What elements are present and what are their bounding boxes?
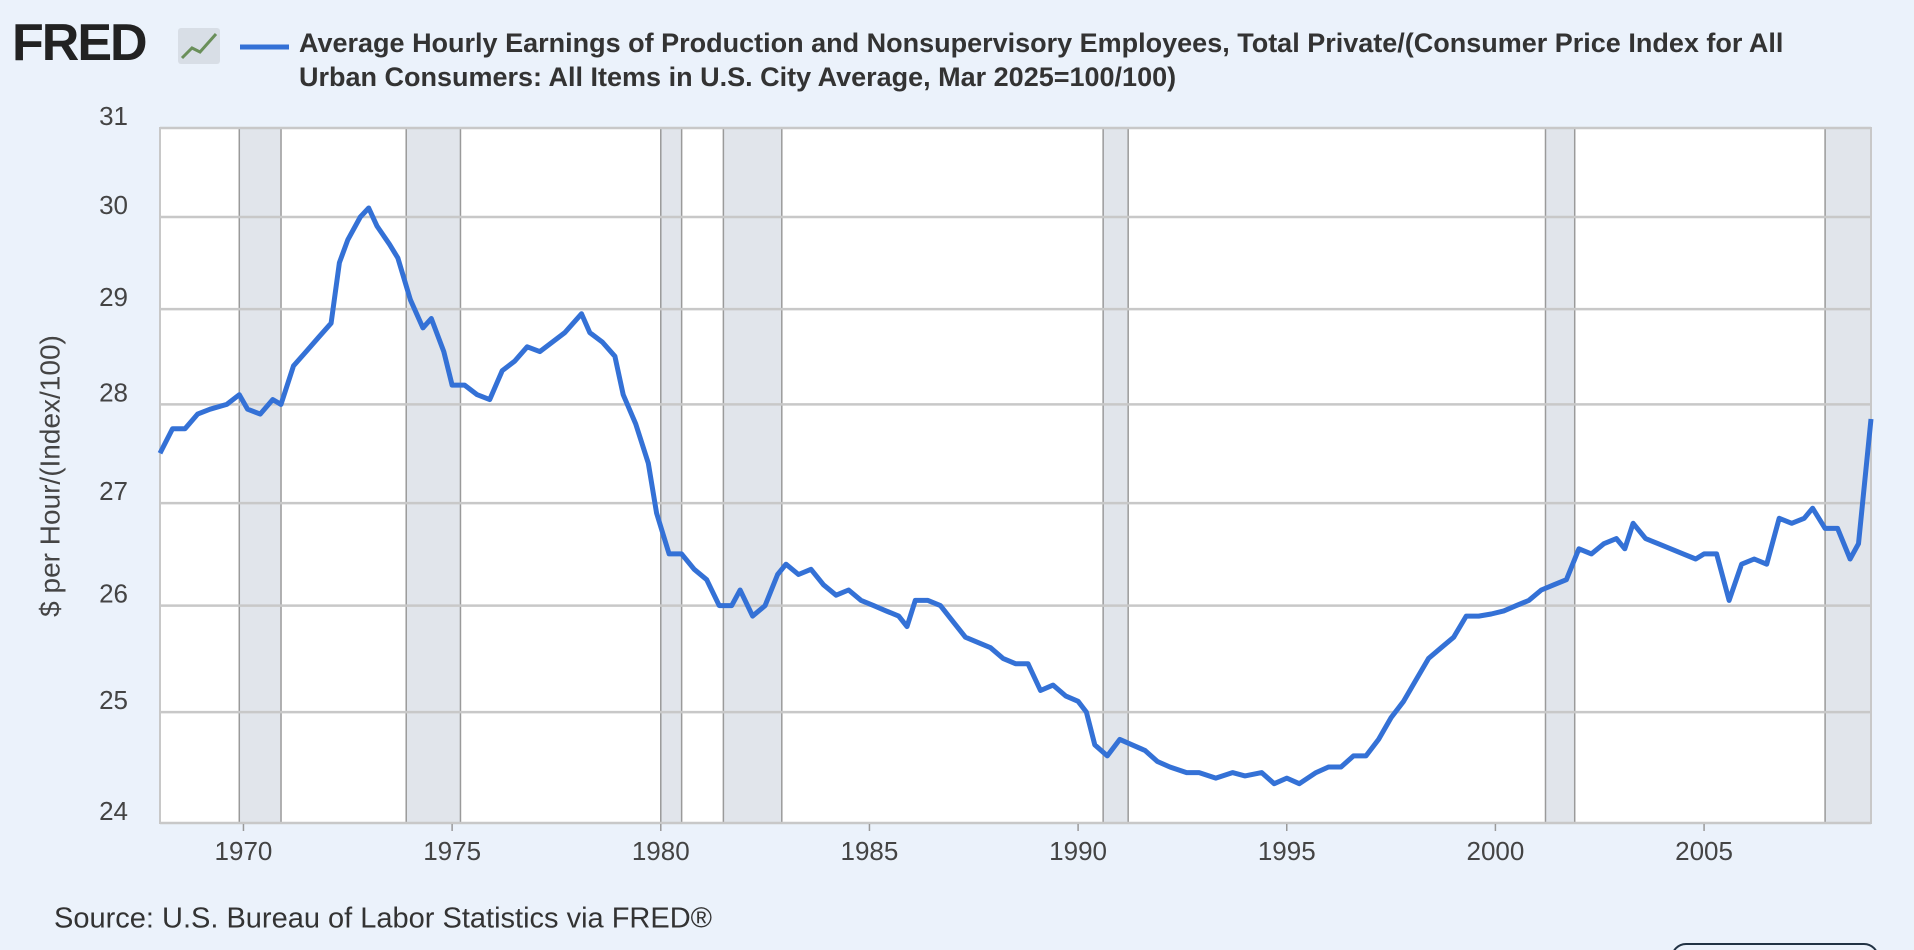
y-tick-label: 31 [99,101,128,131]
y-tick-label: 28 [99,377,128,407]
y-tick-label: 30 [99,190,128,220]
y-tick-label: 29 [99,282,128,312]
recession-band [660,127,683,824]
x-tick-label: 1980 [632,836,690,866]
x-tick-label: 1970 [215,836,273,866]
recession-band [405,127,462,824]
y-tick-label: 24 [99,796,128,826]
x-tick-label: 1990 [1049,836,1107,866]
y-tick-label: 25 [99,685,128,715]
recession-band [238,127,282,824]
recession-band [1544,127,1576,824]
source: Source: U.S. Bureau of Labor Statistics … [54,903,712,935]
x-tick-label: 1995 [1258,836,1316,866]
x-tick-label: 2000 [1466,836,1524,866]
logo-icon [178,28,220,64]
y-tick-label: 27 [99,476,128,506]
plot-frame [159,127,1872,824]
y-axis-label: $ per Hour/(Index/100) [34,335,65,617]
chart-title: Urban Consumers: All Items in U.S. City … [299,62,1176,92]
x-tick-label: 1975 [423,836,481,866]
recession-band [1102,127,1129,824]
button-edge[interactable] [1672,943,1878,950]
data-line [157,205,1874,787]
y-tick-label: 26 [99,579,128,609]
chart-title: Average Hourly Earnings of Production an… [299,28,1783,58]
x-tick-label: 1985 [841,836,899,866]
fred-logo: FRED [12,14,146,72]
recession-band [722,127,783,824]
x-tick-label: 2005 [1675,836,1733,866]
